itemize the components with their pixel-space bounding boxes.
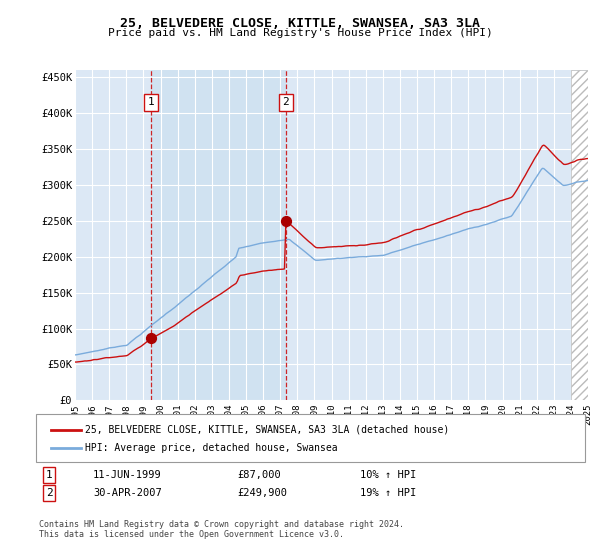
Text: 1: 1 [148,97,154,108]
Text: £87,000: £87,000 [237,470,281,480]
Text: £249,900: £249,900 [237,488,287,498]
Text: 25, BELVEDERE CLOSE, KITTLE, SWANSEA, SA3 3LA: 25, BELVEDERE CLOSE, KITTLE, SWANSEA, SA… [120,17,480,30]
Bar [571,70,588,400]
Text: 1: 1 [46,470,53,480]
Text: 10% ↑ HPI: 10% ↑ HPI [360,470,416,480]
Text: 11-JUN-1999: 11-JUN-1999 [93,470,162,480]
Text: 25, BELVEDERE CLOSE, KITTLE, SWANSEA, SA3 3LA (detached house): 25, BELVEDERE CLOSE, KITTLE, SWANSEA, SA… [85,424,449,435]
Text: HPI: Average price, detached house, Swansea: HPI: Average price, detached house, Swan… [85,443,338,453]
Text: 19% ↑ HPI: 19% ↑ HPI [360,488,416,498]
Text: 2: 2 [283,97,289,108]
Text: 30-APR-2007: 30-APR-2007 [93,488,162,498]
Point [146,333,156,342]
Text: 2: 2 [46,488,53,498]
Text: Contains HM Land Registry data © Crown copyright and database right 2024.
This d: Contains HM Land Registry data © Crown c… [39,520,404,539]
Text: Price paid vs. HM Land Registry's House Price Index (HPI): Price paid vs. HM Land Registry's House … [107,28,493,38]
Bar [151,70,286,400]
Point [281,216,290,225]
